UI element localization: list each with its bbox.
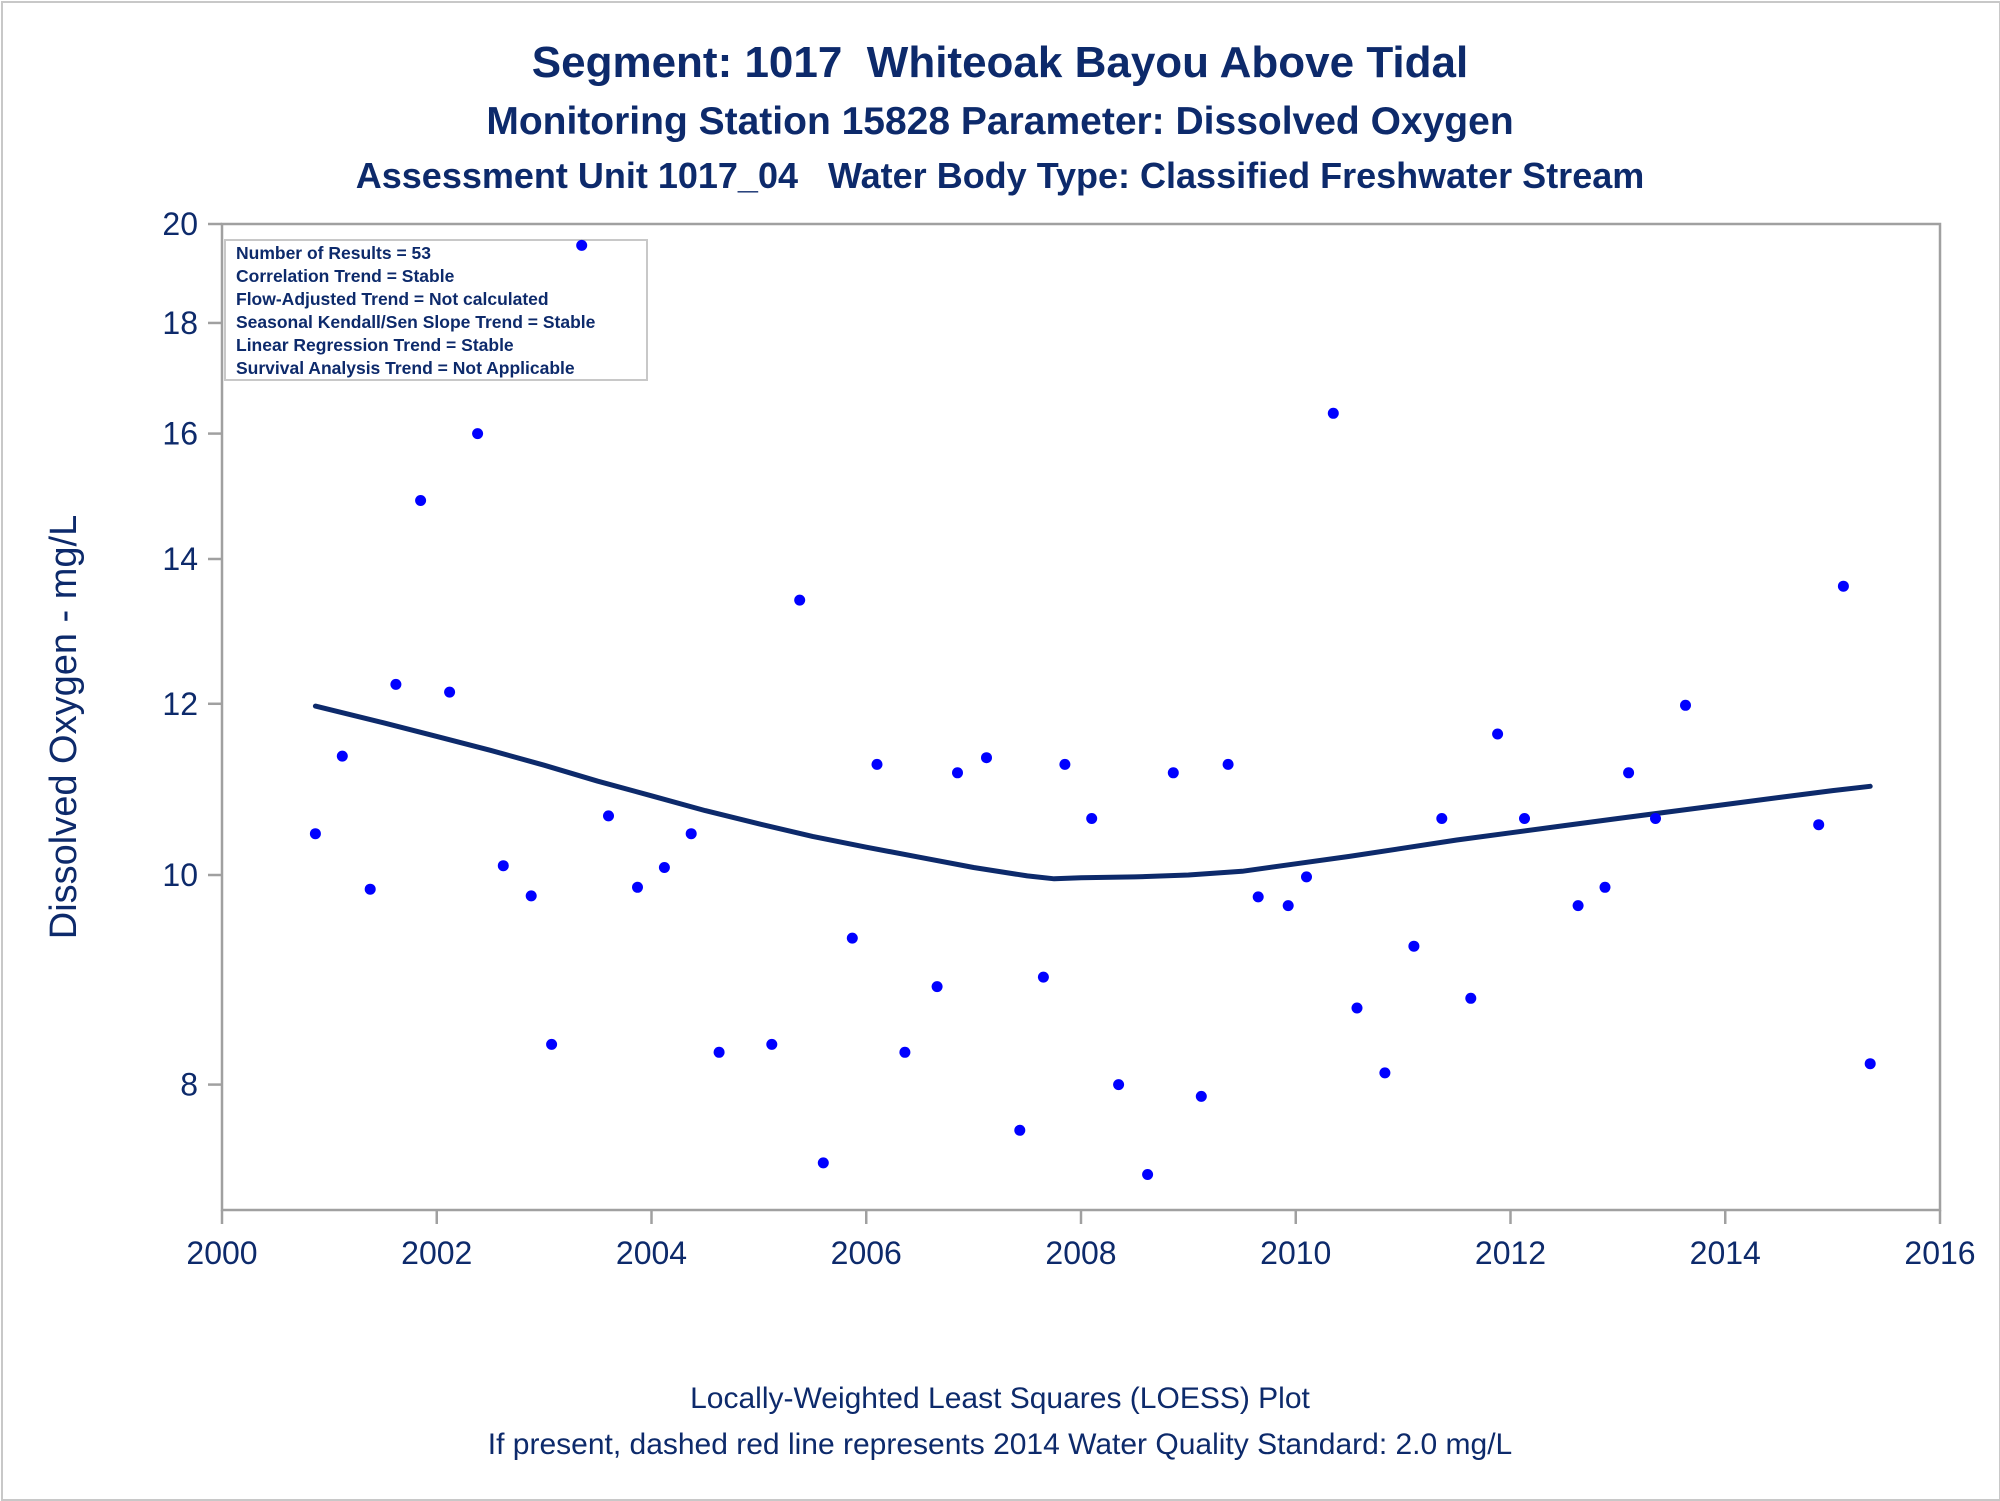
stats-line: Seasonal Kendall/Sen Slope Trend = Stabl… [236,312,596,332]
data-point [1167,767,1179,779]
loess-line [312,703,1873,882]
data-point [1680,699,1691,711]
x-tick-label: 2010 [1260,1235,1331,1271]
data-point [1037,971,1049,983]
x-tick-label: 2014 [1690,1235,1761,1271]
data-point [364,883,376,895]
data-point [1492,728,1504,740]
x-tick-label: 2012 [1475,1235,1546,1271]
chart-subtitle-assessment: Assessment Unit 1017_04 Water Body Type:… [355,155,1645,196]
data-point [1014,1124,1026,1136]
data-point [525,890,537,902]
stats-line: Linear Regression Trend = Stable [236,335,514,355]
data-point [1252,891,1264,903]
data-point [846,932,858,944]
y-tick-label: 20 [162,206,198,242]
data-point [1059,758,1071,770]
y-axis-label: Dissolved Oxygen - mg/L [43,515,85,940]
data-point [1436,813,1448,824]
stats-line: Correlation Trend = Stable [236,266,455,286]
data-point [1222,758,1234,770]
data-point [497,860,509,872]
data-point [1408,940,1420,952]
data-point [632,881,643,893]
data-point [981,752,992,764]
data-point [603,810,614,822]
data-point [871,758,883,770]
stats-box: Number of Results = 53 Correlation Trend … [224,239,648,381]
data-point [1327,407,1339,419]
data-point [1650,813,1661,824]
data-point [415,495,427,506]
data-point [1301,871,1312,883]
stats-line: Number of Results = 53 [236,243,431,263]
x-tick-label: 2006 [831,1235,902,1271]
data-point [546,1038,558,1050]
data-point [1195,1090,1207,1102]
data-point [817,1157,829,1169]
footer-standard-note: If present, dashed red line represents 2… [487,1428,1513,1461]
stats-line: Survival Analysis Trend = Not Applicable [236,358,575,378]
data-point [1113,1079,1125,1091]
y-tick-label: 8 [180,1067,198,1103]
data-point [390,678,402,690]
data-point [444,686,456,698]
chart-subtitle-station: Monitoring Station 15828 Parameter: Diss… [486,100,1514,143]
data-point [1864,1058,1876,1070]
data-point [685,828,697,840]
data-point [899,1046,911,1058]
stats-line: Flow-Adjusted Trend = Not calculated [236,289,549,309]
data-point [1572,900,1584,912]
data-point [1837,580,1849,592]
x-tick-label: 2016 [1904,1235,1975,1271]
data-point [1813,819,1825,831]
stats-box-border [224,239,648,381]
y-axis: 8 10 12 14 16 18 20 [162,206,222,1103]
data-point [766,1038,778,1050]
x-axis: 2000 2002 2004 2006 2008 2010 2012 2014 2016 [186,1210,1976,1271]
data-point [1379,1067,1391,1079]
data-point [658,862,670,873]
data-point [1142,1169,1154,1180]
data-point [1351,1002,1363,1014]
data-point [713,1046,725,1058]
data-point [1599,881,1611,893]
data-point [1465,992,1477,1004]
y-tick-label: 14 [162,541,198,577]
y-tick-label: 12 [162,686,198,722]
x-tick-label: 2004 [616,1235,687,1271]
data-point [576,239,588,251]
y-tick-label: 18 [162,305,198,341]
y-tick-label: 16 [162,416,198,452]
data-point [952,767,963,779]
chart-title: Segment: 1017 Whiteoak Bayou Above Tidal [531,38,1469,87]
data-point [472,428,484,440]
loess-series [312,703,1873,882]
data-point [336,750,348,762]
x-tick-label: 2008 [1045,1235,1116,1271]
data-point [931,981,943,993]
data-point [1086,813,1098,824]
data-point [1282,900,1294,912]
data-point [1519,813,1530,824]
x-tick-label: 2000 [186,1235,257,1271]
y-tick-label: 10 [162,857,198,893]
data-point [1623,767,1635,779]
data-point [309,828,321,840]
footer-plot-type: Locally-Weighted Least Squares (LOESS) P… [690,1382,1310,1415]
x-tick-label: 2002 [401,1235,472,1271]
scatter-series [309,239,1876,1180]
data-point [794,594,806,606]
